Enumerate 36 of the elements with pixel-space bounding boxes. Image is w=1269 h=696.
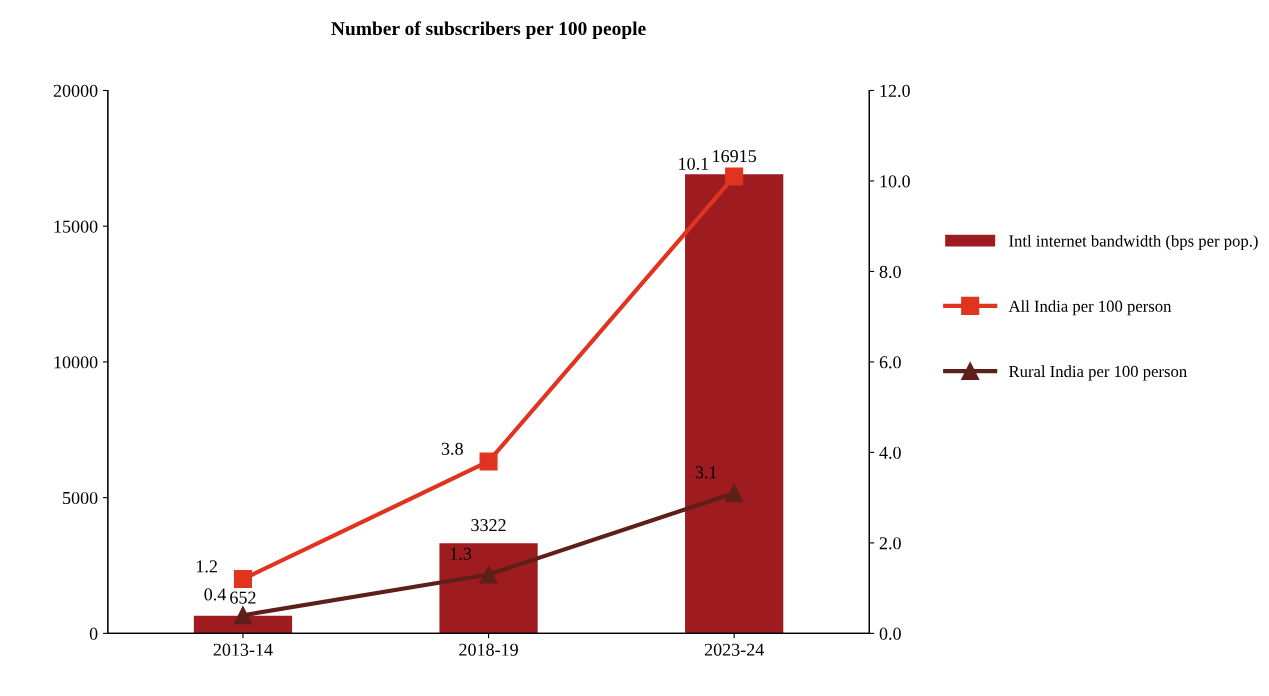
point: [233, 606, 252, 625]
y-tick-label: 0: [89, 627, 98, 640]
point: [479, 565, 498, 584]
legend-label: Rural India per 100 person: [1008, 365, 1187, 381]
x-tick-label: 2018-19: [459, 643, 518, 656]
x-tick-label: 2023-24: [704, 643, 764, 656]
y2-tick-label: 12.0: [880, 84, 910, 97]
y2-tick-label: 8.0: [879, 265, 901, 278]
legend-label: All India per 100 person: [1008, 300, 1172, 316]
point: [233, 570, 252, 589]
legend-label: Intl internet bandwidth (bps per pop.): [1009, 234, 1258, 251]
y-tick-label: 5000: [63, 491, 98, 505]
data-label: 652: [230, 591, 256, 604]
data-label: 3322: [471, 519, 506, 532]
data-label: 10.1: [679, 157, 709, 170]
data-label: 16915: [713, 150, 757, 163]
data-label: 3.8: [441, 442, 463, 455]
y-tick-label: 10000: [54, 356, 98, 369]
point: [479, 452, 498, 471]
x-tick-label: 2013-14: [213, 643, 273, 656]
y2-tick-label: 4.0: [879, 446, 901, 459]
bar: [685, 174, 784, 634]
y-tick-label: 15000: [54, 220, 98, 233]
y2-tick-label: 6.0: [879, 356, 901, 369]
bar: [439, 543, 538, 634]
point: [725, 484, 744, 503]
data-label: 1.3: [450, 547, 472, 560]
y-tick-label: 20000: [53, 84, 98, 97]
y2-tick-label: 10.0: [880, 175, 910, 188]
y2-tick-label: 2.0: [879, 537, 901, 550]
point: [725, 167, 744, 186]
y2-tick-label: 0.0: [879, 627, 901, 640]
chart-title: Number of subscribers per 100 people: [331, 21, 646, 40]
data-label: 1.2: [196, 560, 217, 573]
data-label: 0.4: [204, 588, 226, 601]
data-label: 3.1: [695, 466, 717, 479]
